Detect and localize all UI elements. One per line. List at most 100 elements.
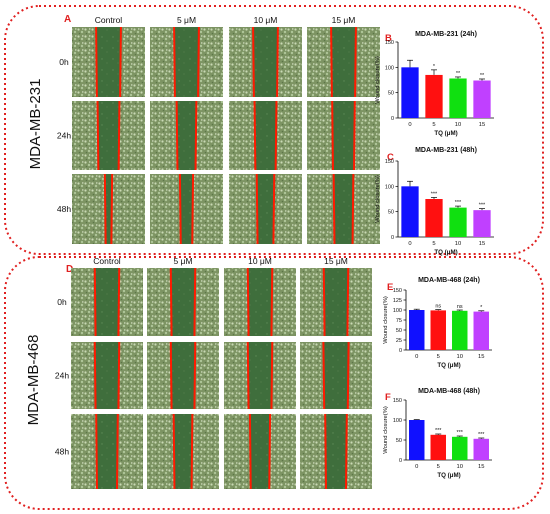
scratch-image [224, 267, 296, 337]
chart-title: MDA-MB-468 (48h) [418, 388, 480, 395]
x-tick-label: 15 [479, 122, 485, 128]
wound-gap [331, 27, 356, 97]
scratch-image [147, 341, 219, 410]
scratch-image [72, 26, 145, 98]
bar [473, 80, 491, 118]
scratch-image [71, 413, 143, 490]
wound-edge-left [246, 341, 250, 410]
wound-edge-right [191, 173, 195, 245]
wound-edge-right [270, 267, 274, 337]
wound-gap [247, 268, 273, 336]
significance-marker: *** [478, 432, 485, 438]
scratch-image [300, 267, 372, 337]
wound-edge-right [190, 413, 194, 490]
scratch-image [300, 413, 372, 490]
wound-gap [247, 342, 273, 409]
bar [409, 310, 425, 350]
wound-edge-right [117, 100, 121, 171]
wound-edge-left [332, 173, 336, 245]
wound-gap [170, 268, 196, 336]
scratch-image [71, 341, 143, 410]
wound-gap [174, 27, 199, 97]
significance-marker: * [480, 305, 483, 311]
significance-marker: ns [435, 304, 441, 310]
scratch-image [307, 100, 380, 171]
x-axis-label: TQ (μM) [434, 249, 457, 256]
y-axis-label: Wound closure(%) [375, 56, 381, 104]
x-tick-label: 5 [432, 122, 435, 128]
x-tick-label: 0 [415, 354, 418, 360]
wound-gap [333, 174, 354, 244]
bar [473, 210, 491, 237]
y-axis-label: Wound closure(%) [383, 296, 389, 344]
scratch-image [229, 26, 302, 98]
wound-gap [96, 414, 118, 489]
scratch-image [150, 100, 223, 171]
wound-edge-right [110, 173, 114, 245]
y-tick-label: 150 [385, 159, 394, 165]
y-tick-label: 75 [396, 318, 402, 324]
wound-edge-right [272, 173, 276, 245]
chart-title: MDA-MB-468 (24h) [418, 277, 480, 284]
column-header: 5 μM [173, 256, 192, 266]
x-axis-label: TQ (μM) [437, 362, 460, 369]
x-tick-label: 10 [457, 464, 463, 470]
wound-edge-right [346, 267, 350, 337]
wound-gap [325, 414, 347, 489]
chart-letter: F [385, 392, 391, 403]
wound-edge-right [117, 341, 121, 410]
bar [401, 67, 419, 118]
wound-gap [332, 101, 355, 170]
wound-edge-left [324, 413, 327, 490]
cell-line-label-top: MDA-MB-231 [27, 79, 44, 170]
panel-letter-a: A [64, 14, 71, 25]
wound-edge-right [119, 26, 122, 98]
row-time-label: 0h [59, 57, 69, 67]
column-header: 15 μM [324, 256, 348, 266]
wound-gap [94, 268, 120, 336]
x-tick-label: 10 [457, 354, 463, 360]
x-tick-label: 15 [478, 354, 484, 360]
x-tick-label: 5 [437, 464, 440, 470]
column-header: 15 μM [332, 15, 356, 25]
x-tick-label: 0 [415, 464, 418, 470]
row-time-label: 24h [57, 131, 71, 141]
bar [425, 199, 443, 237]
x-tick-label: 10 [455, 122, 461, 128]
wound-edge-right [197, 26, 200, 98]
wound-gap [253, 27, 278, 97]
bar [430, 434, 446, 460]
wound-edge-left [253, 100, 257, 171]
wound-edge-left [172, 413, 176, 490]
significance-marker: *** [479, 203, 486, 209]
significance-marker: * [433, 64, 436, 70]
scratch-image [147, 267, 219, 337]
wound-edge-left [322, 341, 326, 410]
row-time-label: 48h [57, 204, 71, 214]
wound-edge-left [175, 100, 179, 171]
wound-edge-left [173, 26, 176, 98]
wound-gap [96, 27, 121, 97]
wound-edge-right [353, 100, 356, 171]
scratch-image [224, 413, 296, 490]
wound-gap [176, 101, 197, 170]
wound-edge-left [255, 173, 259, 245]
y-axis-label: Wound closure(%) [383, 406, 389, 454]
significance-marker: *** [457, 430, 464, 436]
wound-edge-left [322, 267, 326, 337]
scratch-image [300, 341, 372, 410]
wound-edge-left [96, 100, 100, 171]
wound-edge-left [331, 100, 334, 171]
chart-letter: C [387, 152, 394, 163]
scratch-image [229, 100, 302, 171]
y-axis-label: Wound closure(%) [375, 175, 381, 223]
wound-edge-left [178, 173, 182, 245]
wound-gap [170, 342, 196, 409]
significance-marker: *** [435, 428, 442, 434]
wound-edge-right [274, 100, 278, 171]
scratch-image [71, 267, 143, 337]
bar [409, 420, 425, 460]
